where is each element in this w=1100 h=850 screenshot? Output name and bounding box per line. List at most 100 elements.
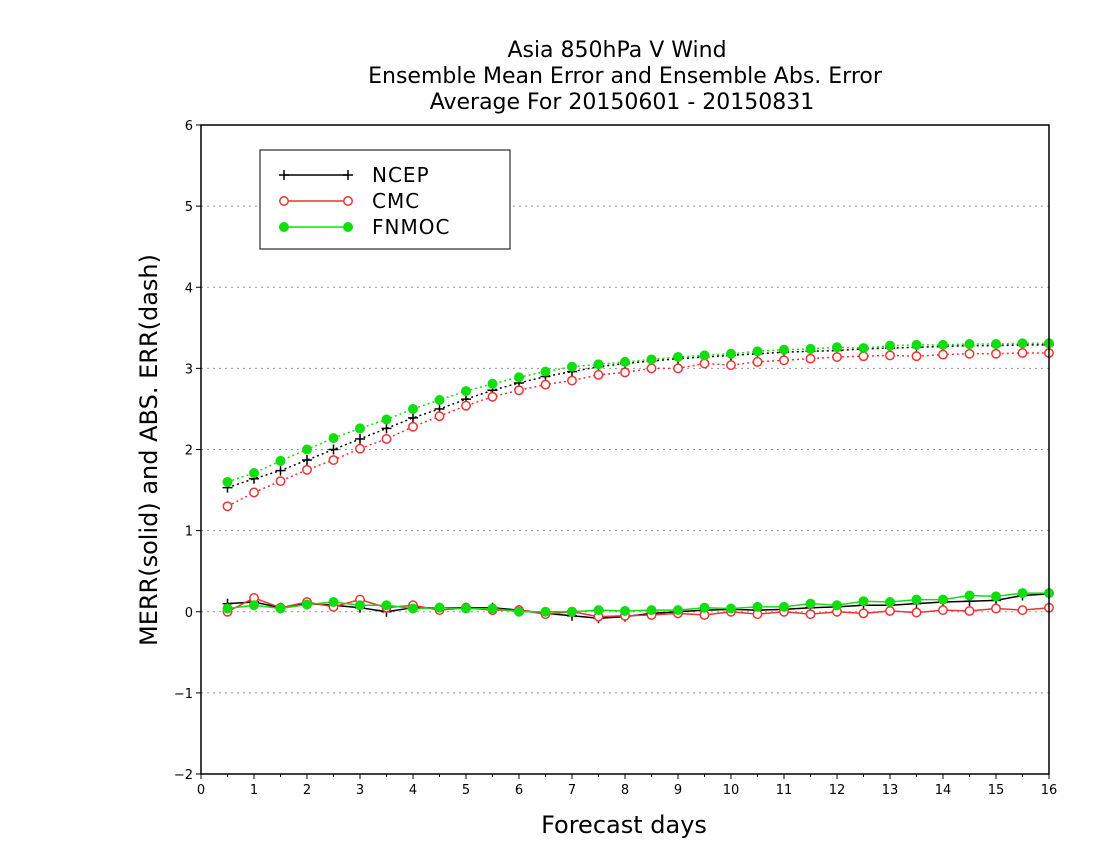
series-cmc-abs-err-point: [461, 400, 471, 411]
x-tick-label: 4: [409, 783, 417, 798]
series-ncep: [222, 339, 1054, 624]
legend-marker-end: [343, 170, 353, 180]
series-cmc-abs-err-point: [673, 363, 683, 374]
series-fnmoc-abs-err-point: [832, 342, 842, 353]
series-fnmoc-abs-err-point: [487, 378, 498, 389]
y-tick-label: 4: [185, 281, 193, 296]
series-ncep-abs-err-line: [227, 344, 1049, 489]
series-fnmoc: [222, 338, 1054, 617]
series-fnmoc-abs-err-point: [434, 395, 445, 406]
x-tick-label: 8: [621, 783, 629, 798]
series-fnmoc-abs-err-point: [381, 414, 392, 425]
series-fnmoc-abs-err-point: [275, 455, 286, 466]
series-cmc-abs-err-point: [302, 464, 312, 475]
y-tick-label: 2: [185, 444, 193, 459]
series-fnmoc-abs-err-point: [964, 339, 975, 350]
legend-label-cmc: CMC: [372, 189, 420, 213]
series-fnmoc-merr-point: [858, 596, 869, 607]
series-cmc-merr-point: [858, 608, 869, 619]
series-fnmoc-merr-point: [646, 605, 657, 616]
series-fnmoc-merr-point: [832, 600, 842, 611]
series-cmc-abs-err-point: [938, 349, 948, 360]
chart-title-line-2: Ensemble Mean Error and Ensemble Abs. Er…: [368, 64, 883, 89]
x-tick-label: 0: [197, 783, 205, 798]
series-fnmoc-merr-point: [911, 594, 922, 605]
series-cmc-abs-err-point: [408, 421, 418, 432]
series-fnmoc-abs-err-point: [673, 352, 683, 363]
series-fnmoc-merr-point: [673, 605, 683, 616]
series-fnmoc-merr-point: [381, 600, 392, 611]
series-cmc-abs-err-point: [646, 363, 657, 374]
chart-title-line-3: Average For 20150601 - 20150831: [430, 90, 815, 115]
series-fnmoc-abs-err-point: [408, 403, 418, 414]
series-ncep-abs-err-point: [328, 444, 339, 455]
series-cmc-abs-err-point: [964, 348, 975, 359]
series-cmc-abs-err-point: [832, 352, 842, 362]
series-cmc-abs-err-point: [752, 356, 763, 367]
chart-title-line-1: Asia 850hPa V Wind: [507, 38, 726, 63]
y-tick-label: 6: [185, 119, 193, 134]
series-fnmoc-abs-err-point: [805, 343, 816, 354]
series-cmc-abs-err-point: [620, 367, 630, 378]
series-cmc-abs-err-point: [885, 350, 895, 361]
series-fnmoc-merr-point: [514, 606, 524, 617]
series-fnmoc-abs-err-point: [593, 359, 604, 370]
series-layer: [222, 338, 1054, 624]
x-tick-label: 6: [515, 783, 523, 798]
x-tick-label: 16: [1041, 783, 1058, 798]
series-cmc-abs-err-point: [593, 369, 604, 380]
series-cmc-abs-err-point: [805, 353, 816, 364]
legend-item-fnmoc: FNMOC: [279, 215, 450, 239]
legend-marker-start: [279, 170, 289, 180]
x-tick-label: 13: [882, 783, 899, 798]
x-tick-label: 10: [723, 783, 740, 798]
series-fnmoc-abs-err-point: [858, 343, 869, 354]
series-cmc-merr-point: [964, 605, 975, 616]
series-cmc-abs-err-point: [699, 358, 710, 369]
series-fnmoc-abs-err-point: [885, 340, 895, 351]
series-fnmoc-abs-err-point: [938, 339, 948, 350]
series-cmc: [222, 348, 1054, 622]
series-fnmoc-abs-err-point: [911, 339, 922, 350]
series-fnmoc-merr-point: [222, 603, 233, 614]
series-fnmoc-merr-point: [620, 605, 630, 616]
x-tick-label: 5: [462, 783, 470, 798]
series-fnmoc-abs-err-point: [540, 366, 551, 377]
series-fnmoc-merr-point: [487, 603, 498, 614]
series-fnmoc-merr-point: [461, 603, 471, 614]
legend-marker-start: [279, 222, 289, 232]
series-fnmoc-abs-err-line: [227, 342, 1049, 483]
series-fnmoc-merr-point: [752, 601, 763, 612]
series-cmc-abs-err-line: [227, 352, 1049, 507]
legend-label-ncep: NCEP: [372, 163, 430, 187]
legend-label-fnmoc: FNMOC: [372, 215, 450, 239]
series-cmc-abs-err-point: [275, 476, 286, 487]
series-fnmoc-abs-err-point: [328, 433, 339, 444]
series-cmc-abs-err-point: [911, 351, 922, 362]
series-fnmoc-abs-err-point: [779, 344, 789, 355]
legend-marker-start: [279, 196, 289, 206]
x-tick-label: 3: [356, 783, 364, 798]
series-fnmoc-abs-err-point: [699, 350, 710, 361]
series-cmc-abs-err-point: [858, 351, 869, 362]
series-ncep-abs-err-point: [275, 465, 286, 476]
series-fnmoc-merr-point: [275, 603, 286, 614]
series-cmc-abs-err-point: [222, 501, 233, 512]
series-fnmoc-merr-point: [567, 606, 577, 617]
y-axis-label: MERR(solid) and ABS. ERR(dash): [135, 254, 163, 646]
series-fnmoc-merr-point: [938, 594, 948, 605]
series-cmc-abs-err-point: [567, 375, 577, 386]
series-ncep-abs-err-point: [355, 433, 365, 444]
series-fnmoc-abs-err-point: [514, 372, 524, 383]
series-fnmoc-merr-point: [355, 600, 365, 611]
series-fnmoc-merr-point: [328, 597, 339, 608]
x-tick-label: 12: [829, 783, 846, 798]
series-cmc-merr-point: [991, 603, 1001, 614]
series-cmc-abs-err-point: [381, 434, 392, 444]
series-fnmoc-abs-err-point: [620, 356, 630, 367]
series-fnmoc-merr-point: [1017, 588, 1028, 599]
y-tick-label: 1: [185, 525, 193, 540]
